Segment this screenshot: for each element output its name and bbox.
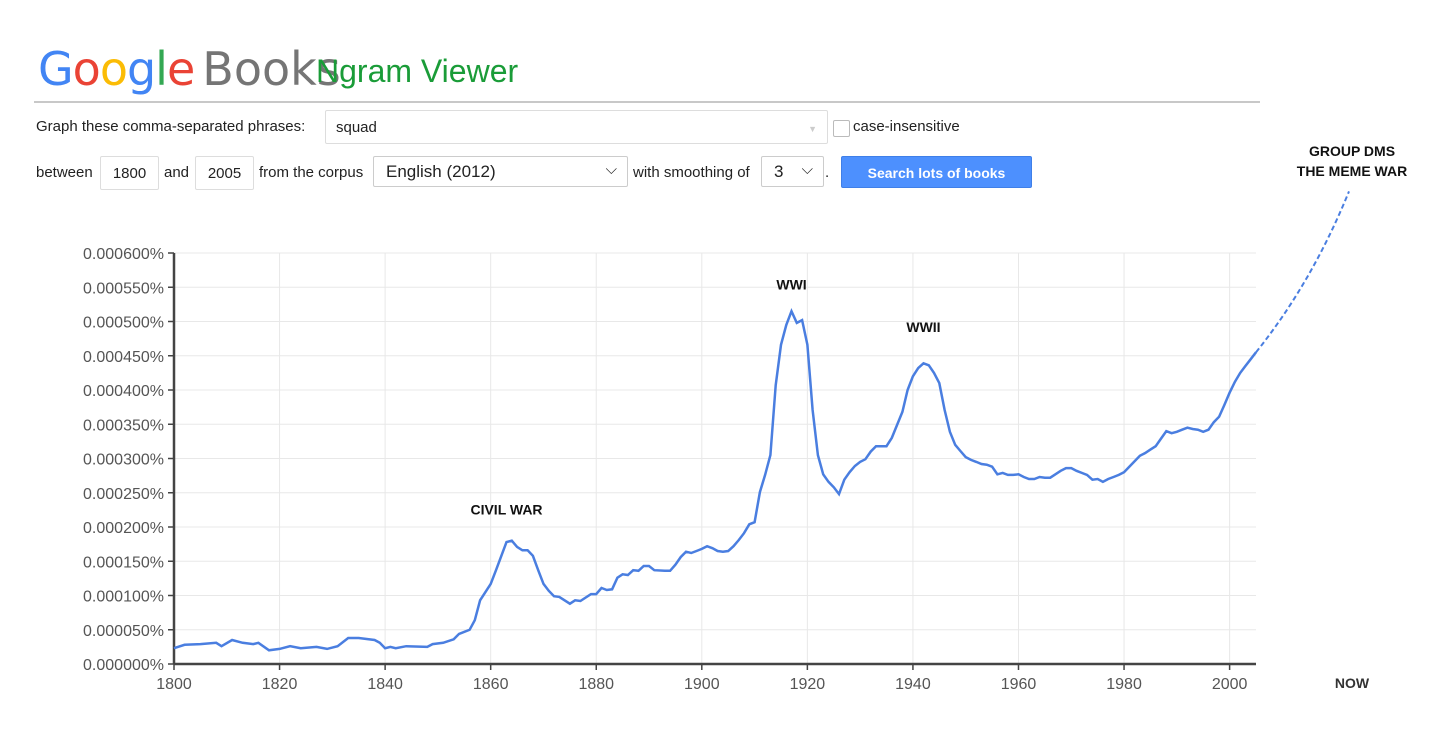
chevron-down-icon: ⌵ (801, 161, 813, 178)
x-tick-label-now: NOW (1335, 675, 1370, 691)
x-tick-label: 1980 (1106, 676, 1142, 693)
x-tick-label: 1940 (895, 676, 931, 693)
logo-letter: l (155, 42, 168, 96)
logo-letter: G (38, 42, 74, 96)
y-tick-label: 0.000300% (83, 452, 164, 469)
header-divider (34, 101, 1260, 103)
x-tick-label: 1900 (684, 676, 720, 693)
x-tick-label: 1800 (156, 676, 192, 693)
google-books-logo[interactable]: Google Books (38, 42, 341, 96)
logo-letter: g (126, 42, 156, 96)
chevron-down-icon: ⌵ (605, 161, 617, 178)
logo-letter: o (99, 42, 128, 96)
smoothing-value: 3 (774, 162, 784, 181)
y-tick-label: 0.000500% (83, 315, 164, 332)
case-insensitive-label: case-insensitive (853, 118, 960, 135)
y-tick-label: 0.000550% (83, 280, 164, 297)
annotation-label: THE MEME WAR (1297, 163, 1407, 179)
period: . (825, 164, 830, 181)
smoothing-select[interactable]: 3 ⌵ (761, 156, 824, 187)
and-label: and (164, 164, 190, 181)
corpus-value: English (2012) (386, 162, 496, 181)
x-tick-label: 1880 (578, 676, 614, 693)
series-line-squad (173, 307, 1257, 652)
logo-letter: e (166, 42, 195, 96)
x-tick-label: 2000 (1212, 676, 1248, 693)
x-tick-label: 1960 (1001, 676, 1037, 693)
x-tick-label: 1820 (262, 676, 298, 693)
y-tick-label: 0.000250% (83, 486, 164, 503)
page-title: Ngram Viewer (316, 53, 519, 89)
y-tick-label: 0.000200% (83, 520, 164, 537)
y-tick-label: 0.000350% (83, 417, 164, 434)
x-tick-label: 1860 (473, 676, 509, 693)
corpus-label: from the corpus (259, 164, 364, 181)
search-button[interactable]: Search lots of books (841, 156, 1032, 188)
x-tick-label: 1840 (367, 676, 403, 693)
annotation-label: WWII (906, 319, 940, 335)
projection-dashed-line (1255, 190, 1350, 353)
smoothing-label: with smoothing of (633, 164, 750, 181)
phrases-value: squad (336, 119, 377, 136)
end-year-input[interactable]: 2005 (195, 156, 254, 190)
y-tick-label: 0.000400% (83, 383, 164, 400)
y-tick-label: 0.000100% (83, 589, 164, 606)
corpus-select[interactable]: English (2012) ⌵ (373, 156, 628, 187)
phrases-label: Graph these comma-separated phrases: (36, 118, 306, 135)
y-tick-label: 0.000050% (83, 623, 164, 640)
case-insensitive-checkbox[interactable] (833, 120, 850, 137)
phrases-input[interactable]: squad ▼ (325, 110, 828, 144)
annotation-label: WWI (776, 276, 806, 292)
y-tick-label: 0.000450% (83, 349, 164, 366)
y-tick-label: 0.000000% (83, 657, 164, 674)
annotation-label: GROUP DMS (1309, 143, 1395, 159)
y-tick-label: 0.000150% (83, 554, 164, 571)
between-label: between (36, 164, 93, 181)
dropdown-arrow-icon: ▼ (808, 124, 817, 134)
start-year-input[interactable]: 1800 (100, 156, 159, 190)
x-tick-label: 1920 (790, 676, 826, 693)
logo-letter: o (72, 42, 101, 96)
annotation-label: CIVIL WAR (470, 502, 542, 518)
y-tick-label: 0.000600% (83, 246, 164, 263)
